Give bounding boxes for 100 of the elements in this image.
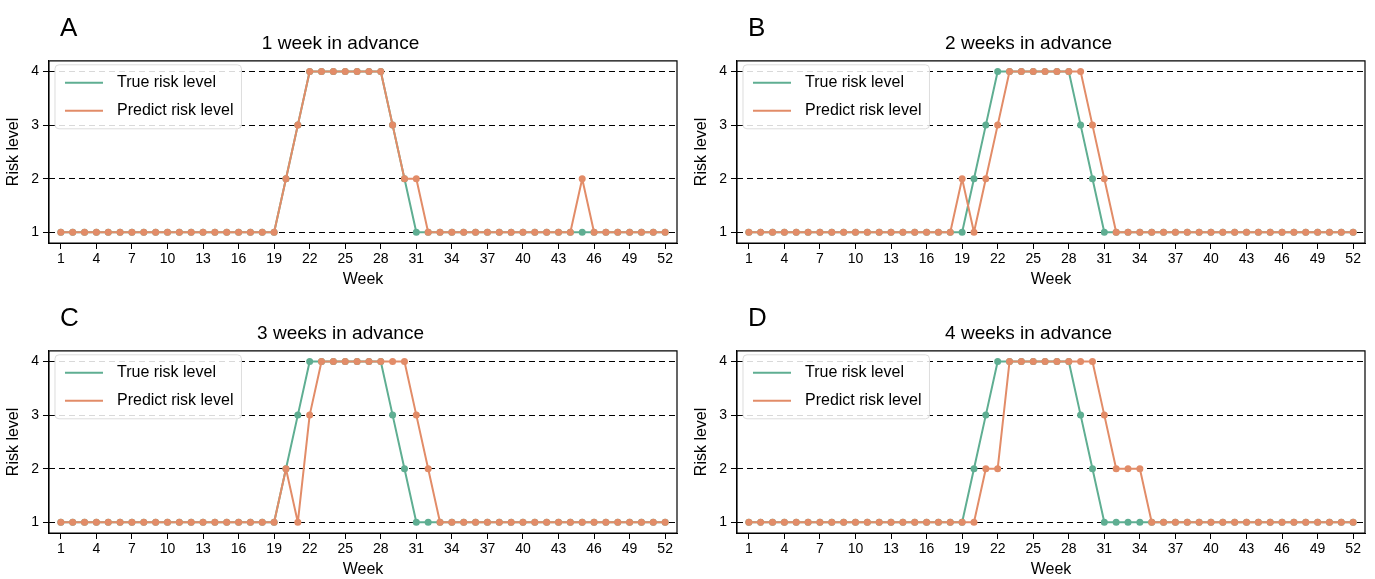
point — [1100, 228, 1108, 236]
x-tick-label: 19 — [954, 250, 971, 267]
x-tick-label: 16 — [230, 540, 247, 557]
chart-title: 3 weeks in advance — [257, 321, 424, 343]
point — [1100, 175, 1108, 183]
legend-label: True risk level — [116, 73, 216, 91]
point — [578, 175, 586, 183]
x-tick-label: 25 — [337, 540, 354, 557]
point — [994, 358, 1002, 366]
x-tick-label: 46 — [586, 540, 603, 557]
x-axis-title: Week — [1030, 559, 1073, 577]
y-axis-title: Risk level — [692, 407, 710, 477]
point — [1100, 518, 1108, 526]
x-tick-label: 34 — [444, 250, 460, 267]
x-tick-label: 49 — [621, 250, 638, 267]
point — [400, 358, 408, 366]
point — [1077, 121, 1085, 129]
x-tick-label: 43 — [1238, 540, 1255, 557]
point — [1088, 465, 1096, 473]
x-tick-label: 52 — [1345, 540, 1362, 557]
point — [1088, 175, 1096, 183]
x-tick-label: 31 — [408, 250, 425, 267]
point — [389, 358, 397, 366]
y-tick-label: 1 — [31, 513, 40, 530]
point — [958, 228, 966, 236]
x-tick-label: 28 — [372, 250, 389, 267]
x-tick-label: 25 — [1025, 250, 1042, 267]
point — [412, 518, 420, 526]
x-tick-label: 19 — [266, 250, 283, 267]
y-tick-label: 4 — [31, 62, 40, 79]
point — [1077, 358, 1085, 366]
x-tick-label: 7 — [128, 250, 137, 267]
x-tick-label: 31 — [1096, 250, 1113, 267]
point — [994, 121, 1002, 129]
x-tick-label: 13 — [195, 250, 212, 267]
point — [412, 175, 420, 183]
x-tick-label: 19 — [266, 540, 283, 557]
x-axis-title: Week — [342, 559, 385, 577]
x-tick-label: 10 — [159, 250, 176, 267]
x-axis-title: Week — [1030, 269, 1073, 287]
x-tick-label: 10 — [159, 540, 176, 557]
legend-label: Predict risk level — [116, 391, 234, 409]
x-axis-title: Week — [342, 269, 385, 287]
x-tick-label: 43 — [550, 250, 567, 267]
x-tick-label: 4 — [92, 250, 101, 267]
legend-label: True risk level — [804, 73, 904, 91]
x-tick-label: 34 — [1132, 540, 1148, 557]
x-tick-label: 28 — [1060, 250, 1077, 267]
x-tick-label: 31 — [1096, 540, 1113, 557]
legend-label: Predict risk level — [804, 391, 922, 409]
x-tick-label: 52 — [657, 540, 674, 557]
x-tick-label: 37 — [479, 540, 496, 557]
point — [306, 358, 314, 366]
x-tick-label: 16 — [230, 250, 247, 267]
x-tick-label: 31 — [408, 540, 425, 557]
x-tick-label: 40 — [1203, 540, 1219, 557]
point — [970, 175, 978, 183]
point — [294, 518, 302, 526]
point — [1136, 518, 1144, 526]
chart-title: 2 weeks in advance — [945, 31, 1112, 53]
x-tick-label: 40 — [1203, 250, 1219, 267]
x-tick-label: 7 — [128, 540, 137, 557]
point — [1124, 518, 1132, 526]
legend-label: Predict risk level — [804, 101, 922, 119]
x-tick-label: 25 — [337, 250, 354, 267]
point — [970, 465, 978, 473]
point — [1124, 465, 1132, 473]
x-tick-label: 13 — [883, 250, 900, 267]
point — [970, 518, 978, 526]
x-tick-label: 4 — [92, 540, 101, 557]
point — [1136, 465, 1144, 473]
y-axis-title: Risk level — [4, 407, 22, 477]
legend-label: True risk level — [804, 363, 904, 381]
y-tick-label: 2 — [31, 459, 40, 476]
text: B — [748, 12, 766, 42]
point — [412, 411, 420, 419]
point — [982, 411, 990, 419]
x-tick-label: 46 — [586, 250, 603, 267]
x-tick-label: 13 — [883, 540, 900, 557]
x-tick-label: 1 — [56, 540, 65, 557]
x-tick-label: 37 — [1167, 250, 1184, 267]
legend-label: True risk level — [116, 363, 216, 381]
point — [1112, 518, 1120, 526]
x-tick-label: 52 — [657, 250, 674, 267]
x-tick-label: 49 — [1309, 540, 1326, 557]
point — [994, 465, 1002, 473]
x-tick-label: 40 — [515, 250, 531, 267]
x-tick-label: 28 — [1060, 540, 1077, 557]
point — [1100, 411, 1108, 419]
x-tick-label: 22 — [301, 250, 318, 267]
point — [1112, 465, 1120, 473]
point — [412, 228, 420, 236]
x-tick-label: 25 — [1025, 540, 1042, 557]
y-tick-label: 4 — [719, 62, 728, 79]
x-tick-label: 43 — [550, 540, 567, 557]
x-tick-label: 4 — [780, 250, 789, 267]
x-tick-label: 10 — [847, 250, 864, 267]
chart-title: 4 weeks in advance — [945, 321, 1112, 343]
x-tick-label: 28 — [372, 540, 389, 557]
point — [1088, 358, 1096, 366]
